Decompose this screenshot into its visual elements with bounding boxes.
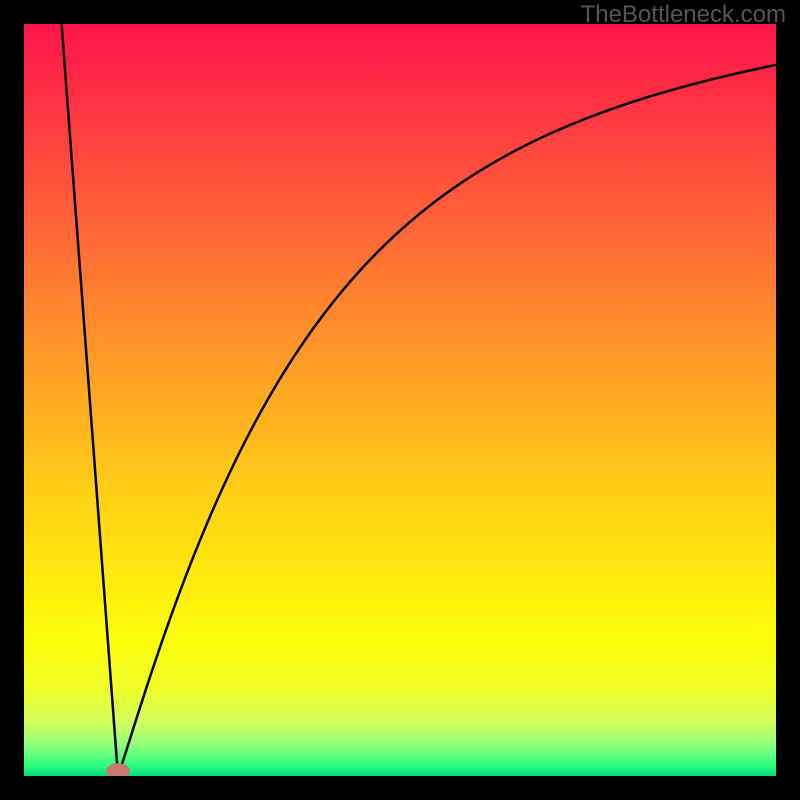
gradient-background: [24, 24, 776, 776]
watermark-text: TheBottleneck.com: [581, 1, 786, 28]
chart-svg: TheBottleneck.com: [0, 0, 800, 800]
chart-stage: TheBottleneck.com: [0, 0, 800, 800]
